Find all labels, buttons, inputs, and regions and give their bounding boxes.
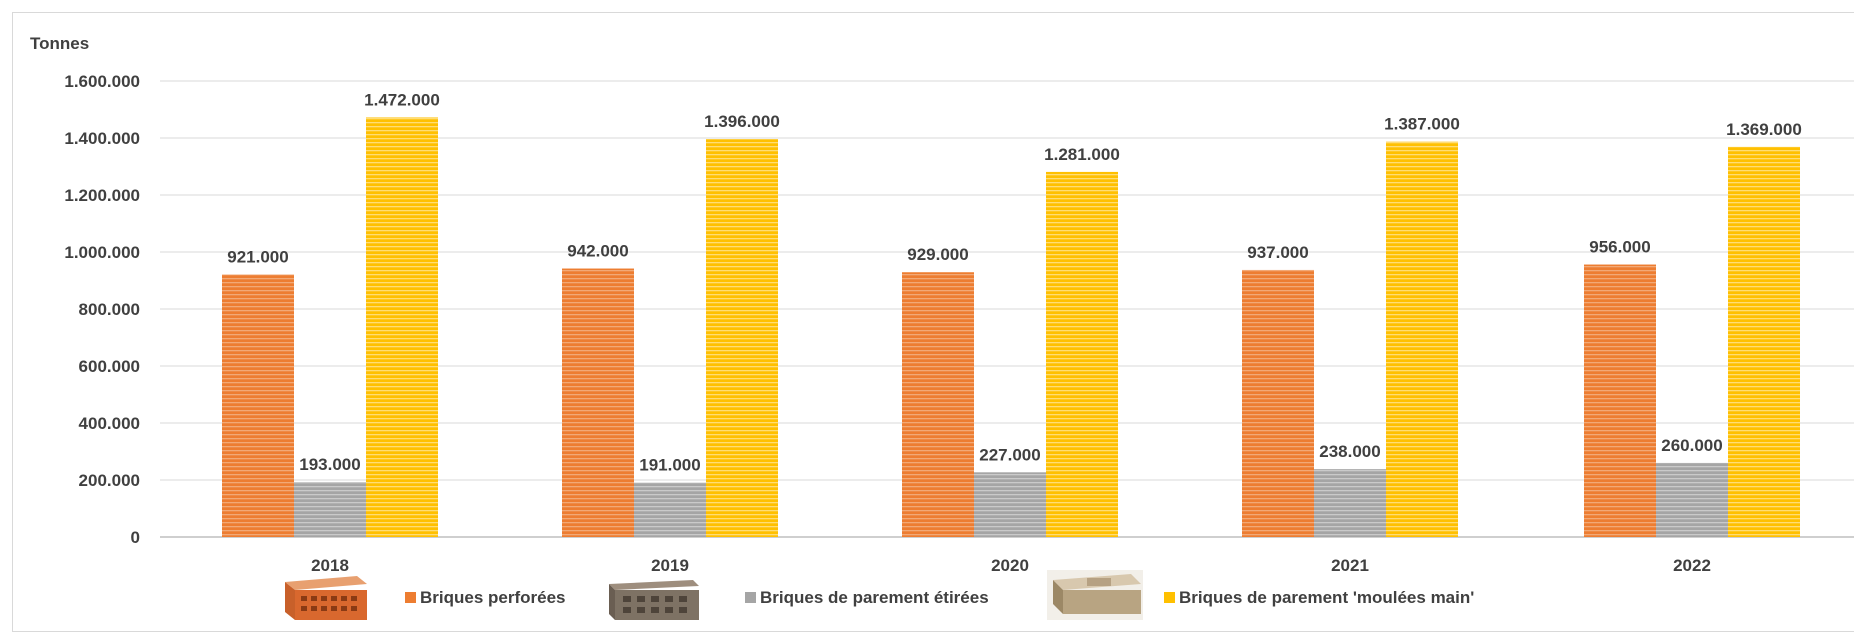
x-tick-label-2022: 2022 bbox=[1673, 556, 1711, 575]
y-axis-title: Tonnes bbox=[30, 34, 89, 53]
y-axis-ticks: 0 200.000 400.000 600.000 800.000 1.000.000 1.… bbox=[64, 72, 140, 547]
bars bbox=[222, 117, 1800, 538]
y-tick-label: 200.000 bbox=[79, 471, 140, 490]
y-tick-label: 1.400.000 bbox=[64, 129, 140, 148]
data-label-hand-molded-2020: 1.281.000 bbox=[1044, 145, 1120, 164]
data-label-perforated-2021: 937.000 bbox=[1247, 243, 1308, 262]
data-label-extruded-2018: 193.000 bbox=[299, 455, 360, 474]
legend-swatch-hand-molded bbox=[1164, 592, 1175, 603]
x-tick-label-2021: 2021 bbox=[1331, 556, 1369, 575]
legend: Briques perforées Briques de parement ét… bbox=[277, 570, 1474, 620]
y-tick-label: 400.000 bbox=[79, 414, 140, 433]
x-tick-label-2020: 2020 bbox=[991, 556, 1029, 575]
y-tick-label: 800.000 bbox=[79, 300, 140, 319]
x-tick-label-2019: 2019 bbox=[651, 556, 689, 575]
bar-hand-molded-2022 bbox=[1728, 146, 1800, 537]
bar-hand-molded-2020 bbox=[1046, 171, 1118, 538]
bar-extruded-2018 bbox=[294, 481, 366, 537]
bar-perforated-2021 bbox=[1242, 269, 1314, 537]
data-label-extruded-2020: 227.000 bbox=[979, 445, 1040, 464]
bar-hand-molded-2019 bbox=[706, 139, 778, 537]
hand-molded-brick-photo-icon bbox=[1047, 570, 1143, 620]
extruded-facing-brick-photo-icon bbox=[603, 578, 699, 620]
data-label-extruded-2022: 260.000 bbox=[1661, 436, 1722, 455]
bar-extruded-2020 bbox=[974, 472, 1046, 537]
data-label-extruded-2019: 191.000 bbox=[639, 456, 700, 475]
data-label-hand-molded-2022: 1.369.000 bbox=[1726, 120, 1802, 139]
x-axis-ticks: 2018 2019 2020 2021 2022 bbox=[311, 556, 1711, 575]
bar-hand-molded-2018 bbox=[366, 117, 438, 537]
data-label-perforated-2018: 921.000 bbox=[227, 248, 288, 267]
legend-label-perforated: Briques perforées bbox=[420, 588, 566, 607]
data-label-perforated-2022: 956.000 bbox=[1589, 238, 1650, 257]
bar-perforated-2019 bbox=[562, 268, 634, 537]
data-label-hand-molded-2021: 1.387.000 bbox=[1384, 115, 1460, 134]
legend-label-hand-molded: Briques de parement 'moulées main' bbox=[1179, 588, 1474, 607]
legend-label-extruded: Briques de parement étirées bbox=[760, 588, 989, 607]
data-label-hand-molded-2018: 1.472.000 bbox=[364, 90, 440, 109]
bar-extruded-2022 bbox=[1656, 462, 1728, 537]
data-label-perforated-2019: 942.000 bbox=[567, 242, 628, 261]
legend-swatch-extruded bbox=[745, 592, 756, 603]
legend-swatch-perforated bbox=[405, 592, 416, 603]
bar-perforated-2020 bbox=[902, 272, 974, 537]
y-tick-label: 0 bbox=[131, 528, 140, 547]
y-tick-label: 1.600.000 bbox=[64, 72, 140, 91]
bar-perforated-2018 bbox=[222, 274, 294, 537]
y-tick-label: 1.000.000 bbox=[64, 243, 140, 262]
x-tick-label-2018: 2018 bbox=[311, 556, 349, 575]
bar-hand-molded-2021 bbox=[1386, 141, 1458, 537]
bar-perforated-2022 bbox=[1584, 264, 1656, 537]
data-label-hand-molded-2019: 1.396.000 bbox=[704, 112, 780, 131]
data-labels: 921.000 193.000 1.472.000 942.000 191.000 1.3… bbox=[227, 90, 1802, 474]
y-tick-label: 600.000 bbox=[79, 357, 140, 376]
y-tick-label: 1.200.000 bbox=[64, 186, 140, 205]
bar-extruded-2021 bbox=[1314, 469, 1386, 537]
perforated-brick-photo-icon bbox=[277, 572, 367, 620]
bar-extruded-2019 bbox=[634, 482, 706, 537]
data-label-extruded-2021: 238.000 bbox=[1319, 442, 1380, 461]
data-label-perforated-2020: 929.000 bbox=[907, 245, 968, 264]
